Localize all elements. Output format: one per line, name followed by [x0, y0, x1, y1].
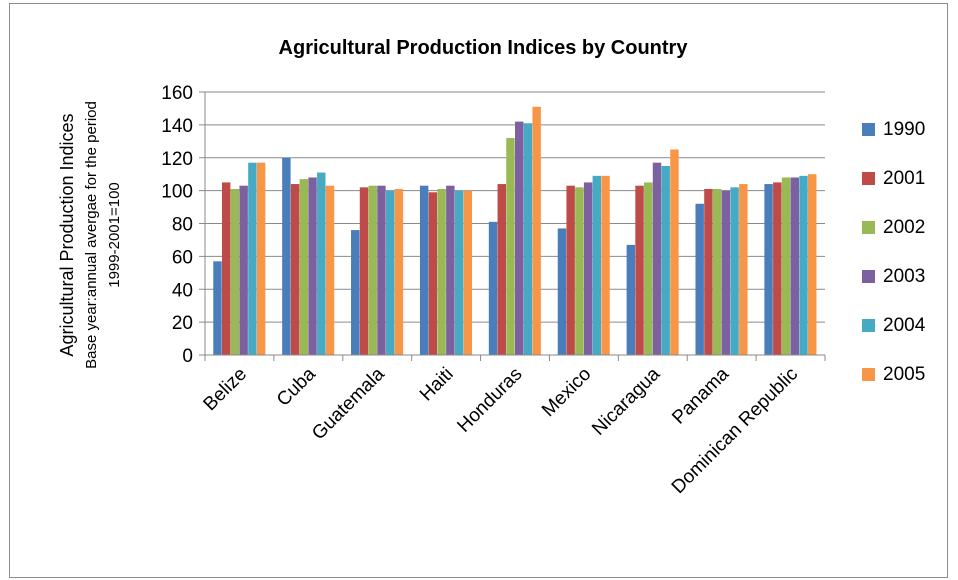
- x-tick-label: Belize: [200, 364, 251, 415]
- bar: [385, 190, 395, 356]
- bar: [592, 175, 602, 355]
- bar: [712, 188, 722, 355]
- bar: [790, 177, 799, 355]
- bar: [515, 121, 524, 355]
- bar: [575, 187, 584, 355]
- y-tick-label: 80: [172, 215, 193, 236]
- bar: [523, 123, 533, 355]
- y-axis-label: Agricultural Production Indices: [57, 113, 77, 356]
- bar: [239, 185, 248, 355]
- bar: [695, 203, 704, 355]
- bar: [781, 177, 791, 355]
- x-tick-label: Panama: [668, 363, 733, 428]
- x-tick-label: Dominican Republic: [668, 364, 802, 498]
- legend-label: 2002: [883, 217, 925, 238]
- bar: [532, 106, 541, 355]
- bar: [248, 162, 257, 355]
- y-tick-label: 120: [161, 149, 193, 170]
- bar: [488, 221, 498, 355]
- bar: [368, 185, 377, 355]
- y-tick-label: 100: [161, 182, 193, 203]
- y-tick-label: 0: [182, 346, 193, 367]
- bar: [394, 188, 404, 355]
- x-tick-label: Mexico: [538, 364, 595, 421]
- legend-label: 2003: [883, 266, 925, 287]
- bar: [377, 185, 386, 355]
- x-tick-label: Nicaragua: [588, 363, 664, 439]
- bar: [437, 188, 446, 355]
- bar: [739, 184, 748, 355]
- bar: [317, 172, 326, 355]
- bar: [808, 174, 817, 355]
- bar: [506, 138, 515, 355]
- bar: [583, 182, 593, 355]
- chart-title: Agricultural Production Indices by Count…: [279, 37, 689, 59]
- bar: [454, 190, 464, 356]
- bar: [626, 244, 636, 355]
- bar: [419, 185, 429, 355]
- y-tick-label: 40: [172, 280, 193, 301]
- bar: [230, 188, 240, 355]
- bar: [557, 228, 567, 355]
- x-tick-label: Cuba: [273, 363, 320, 410]
- y-axis-sublabel-2: 1999-2001=100: [106, 182, 123, 288]
- bar: [221, 182, 231, 355]
- bar: [652, 162, 662, 355]
- bar: [428, 192, 438, 355]
- y-tick-label: 140: [161, 116, 193, 137]
- legend-label: 2001: [883, 168, 925, 189]
- bar: [799, 175, 808, 355]
- legend-swatch: [862, 221, 875, 234]
- bar: [325, 185, 335, 355]
- bar: [299, 179, 309, 355]
- bar: [351, 230, 360, 355]
- bar: [256, 162, 266, 355]
- bar: [290, 184, 300, 355]
- bar: [566, 185, 575, 355]
- y-tick-label: 160: [161, 83, 193, 104]
- bar: [282, 157, 291, 355]
- bar: [213, 261, 222, 355]
- legend-label: 1990: [883, 119, 925, 140]
- bar: [497, 184, 506, 355]
- bar: [670, 149, 679, 355]
- bar: [730, 187, 739, 355]
- legend-swatch: [862, 319, 875, 332]
- bar: [721, 190, 731, 356]
- y-tick-label: 20: [172, 313, 193, 334]
- legend-swatch: [862, 368, 875, 381]
- bar: [773, 182, 782, 355]
- legend-swatch: [862, 270, 875, 283]
- bar: [601, 175, 610, 355]
- bar: [463, 190, 472, 356]
- bar: [644, 182, 653, 355]
- x-tick-label: Guatemala: [308, 363, 389, 444]
- legend-label: 2004: [883, 315, 926, 336]
- bar: [308, 177, 317, 355]
- bar: [704, 188, 713, 355]
- y-axis-sublabel-1: Base year:annual avergae for the period: [83, 101, 100, 369]
- bar: [764, 184, 773, 355]
- legend-swatch: [862, 123, 875, 136]
- x-tick-label: Haiti: [416, 364, 458, 406]
- bar: [359, 187, 369, 355]
- x-tick-label: Honduras: [453, 364, 526, 437]
- bar: [635, 185, 644, 355]
- bar: [446, 185, 455, 355]
- bar: [661, 165, 670, 355]
- y-tick-label: 60: [172, 247, 193, 268]
- legend-label: 2005: [883, 364, 925, 385]
- legend-swatch: [862, 172, 875, 185]
